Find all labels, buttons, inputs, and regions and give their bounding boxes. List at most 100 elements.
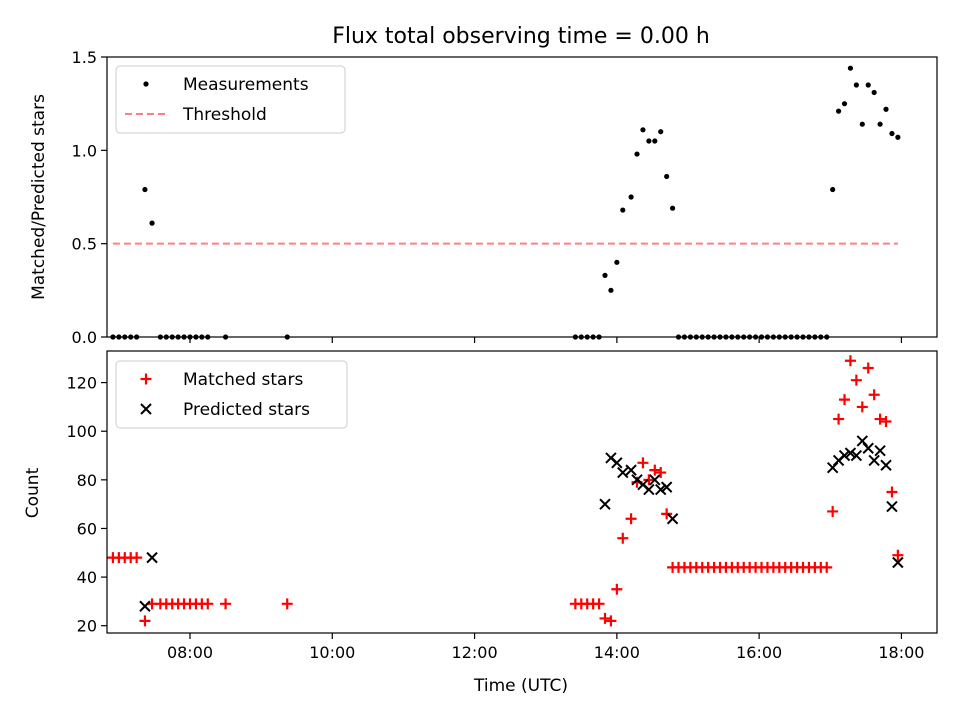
- measurement-point: [835, 108, 842, 114]
- matched-stars-point: [649, 464, 661, 476]
- y-tick-label: 0.5: [72, 235, 97, 254]
- matched-stars-point: [281, 598, 293, 610]
- measurement-point: [859, 121, 865, 127]
- measurement-point: [853, 82, 859, 88]
- x-tick-label: 18:00: [878, 643, 924, 662]
- measurement-point: [646, 138, 652, 144]
- matched-stars-point: [880, 416, 892, 427]
- bottom-panel: 08:00 10:00 12:00 14:00 16:00 18:00 20 40 60 80 10…: [23, 350, 938, 696]
- measurement-point: [830, 186, 836, 193]
- y-tick-label: 20: [77, 617, 97, 636]
- matched-stars-point: [202, 598, 214, 610]
- x-tick-label: 16:00: [736, 643, 782, 662]
- measurement-point: [847, 65, 854, 71]
- measurement-point: [602, 272, 608, 278]
- measurement-point: [620, 207, 626, 213]
- matched-stars-point: [655, 467, 667, 479]
- matched-stars-point: [131, 552, 143, 564]
- y-tick-label: 0.0: [72, 328, 97, 347]
- predicted-stars-point: [146, 551, 158, 564]
- top-legend: Measurements Threshold: [115, 65, 346, 134]
- y-tick-label: 60: [77, 519, 97, 538]
- matched-stars-point: [868, 389, 880, 401]
- predicted-stars-point: [850, 449, 863, 462]
- measurement-point: [877, 121, 883, 127]
- measurement-point: [883, 106, 889, 112]
- measurement-point: [640, 127, 646, 133]
- legend-measurements-marker: [143, 81, 149, 87]
- bottom-legend-box: [115, 360, 348, 429]
- predicted-stars-point: [886, 500, 898, 513]
- predicted-stars-point: [611, 457, 623, 469]
- predicted-stars-point: [599, 498, 611, 510]
- matched-stars-point: [892, 549, 904, 561]
- measurement-point: [669, 205, 676, 211]
- legend-predicted-label: Predicted stars: [183, 400, 310, 420]
- measurement-point: [628, 194, 634, 200]
- matched-stars-point: [874, 413, 886, 425]
- bottom-y-axis-label: Count: [23, 467, 43, 518]
- bottom-data-marks: [107, 355, 904, 627]
- matched-stars-point: [139, 615, 151, 627]
- predicted-stars-point: [649, 474, 661, 486]
- legend-threshold-label: Threshold: [182, 105, 267, 125]
- measurement-point: [142, 186, 148, 193]
- y-tick-label: 40: [77, 568, 97, 587]
- matched-stars-point: [661, 508, 673, 520]
- bottom-legend: Matched stars Predicted stars: [115, 360, 348, 429]
- matched-stars-point: [839, 394, 851, 406]
- predicted-stars-point: [139, 600, 151, 612]
- matched-stars-point: [844, 355, 856, 367]
- top-y-axis-label: Matched/Predicted stars: [29, 94, 49, 300]
- x-tick-label: 08:00: [167, 643, 213, 662]
- measurement-point: [634, 151, 640, 157]
- x-tick-label: 10:00: [309, 643, 355, 662]
- predicted-stars-point: [880, 459, 892, 471]
- predicted-stars-point: [625, 464, 637, 476]
- top-axes-frame: [106, 56, 938, 338]
- x-tick-label: 14:00: [594, 643, 640, 662]
- predicted-stars-point: [660, 481, 673, 493]
- matched-stars-point: [617, 532, 629, 544]
- matched-stars-point: [886, 486, 898, 498]
- y-tick-label: 80: [77, 471, 97, 490]
- top-panel: 0.0 0.5 1.0 1.5 Matched/Predicted stars Mea…: [29, 48, 938, 347]
- legend-measurements-label: Measurements: [183, 75, 309, 95]
- legend-matched-marker: [140, 373, 152, 385]
- measurement-point: [658, 129, 664, 135]
- predicted-stars-point: [838, 449, 851, 462]
- figure-title: Flux total observing time = 0.00 h: [332, 24, 710, 49]
- predicted-stars-point: [874, 444, 886, 457]
- matched-stars-point: [220, 598, 232, 610]
- bottom-ticks: 08:00 10:00 12:00 14:00 16:00 18:00 20 40 60 80 10…: [66, 374, 924, 662]
- y-tick-label: 1.0: [72, 141, 97, 160]
- measurement-point: [652, 138, 658, 144]
- bottom-axes-frame: [106, 350, 938, 634]
- legend-predicted-marker: [140, 403, 152, 415]
- measurement-point: [149, 220, 155, 226]
- matched-stars-point: [599, 612, 611, 624]
- matched-stars-point: [856, 401, 868, 413]
- x-axis-label: Time (UTC): [473, 676, 568, 696]
- matched-stars-point: [625, 513, 637, 525]
- matched-stars-point: [833, 413, 845, 425]
- top-legend-box: [115, 65, 346, 134]
- matched-stars-point: [637, 457, 649, 469]
- measurement-point: [664, 173, 670, 180]
- predicted-stars-point: [892, 556, 904, 569]
- measurement-point: [614, 259, 620, 265]
- y-tick-label: 120: [66, 374, 97, 393]
- legend-matched-label: Matched stars: [183, 370, 303, 390]
- top-ticks: 0.0 0.5 1.0 1.5: [72, 48, 903, 347]
- matched-stars-point: [593, 598, 605, 610]
- matched-stars-point: [862, 362, 874, 374]
- matched-stars-point: [605, 615, 617, 627]
- predicted-stars-point: [666, 513, 679, 525]
- measurement-point: [608, 287, 614, 293]
- y-tick-label: 1.5: [72, 48, 97, 67]
- matched-stars-point: [643, 474, 655, 486]
- matched-stars-point: [821, 561, 833, 573]
- predicted-stars-point: [868, 454, 880, 467]
- y-tick-label: 100: [66, 422, 97, 441]
